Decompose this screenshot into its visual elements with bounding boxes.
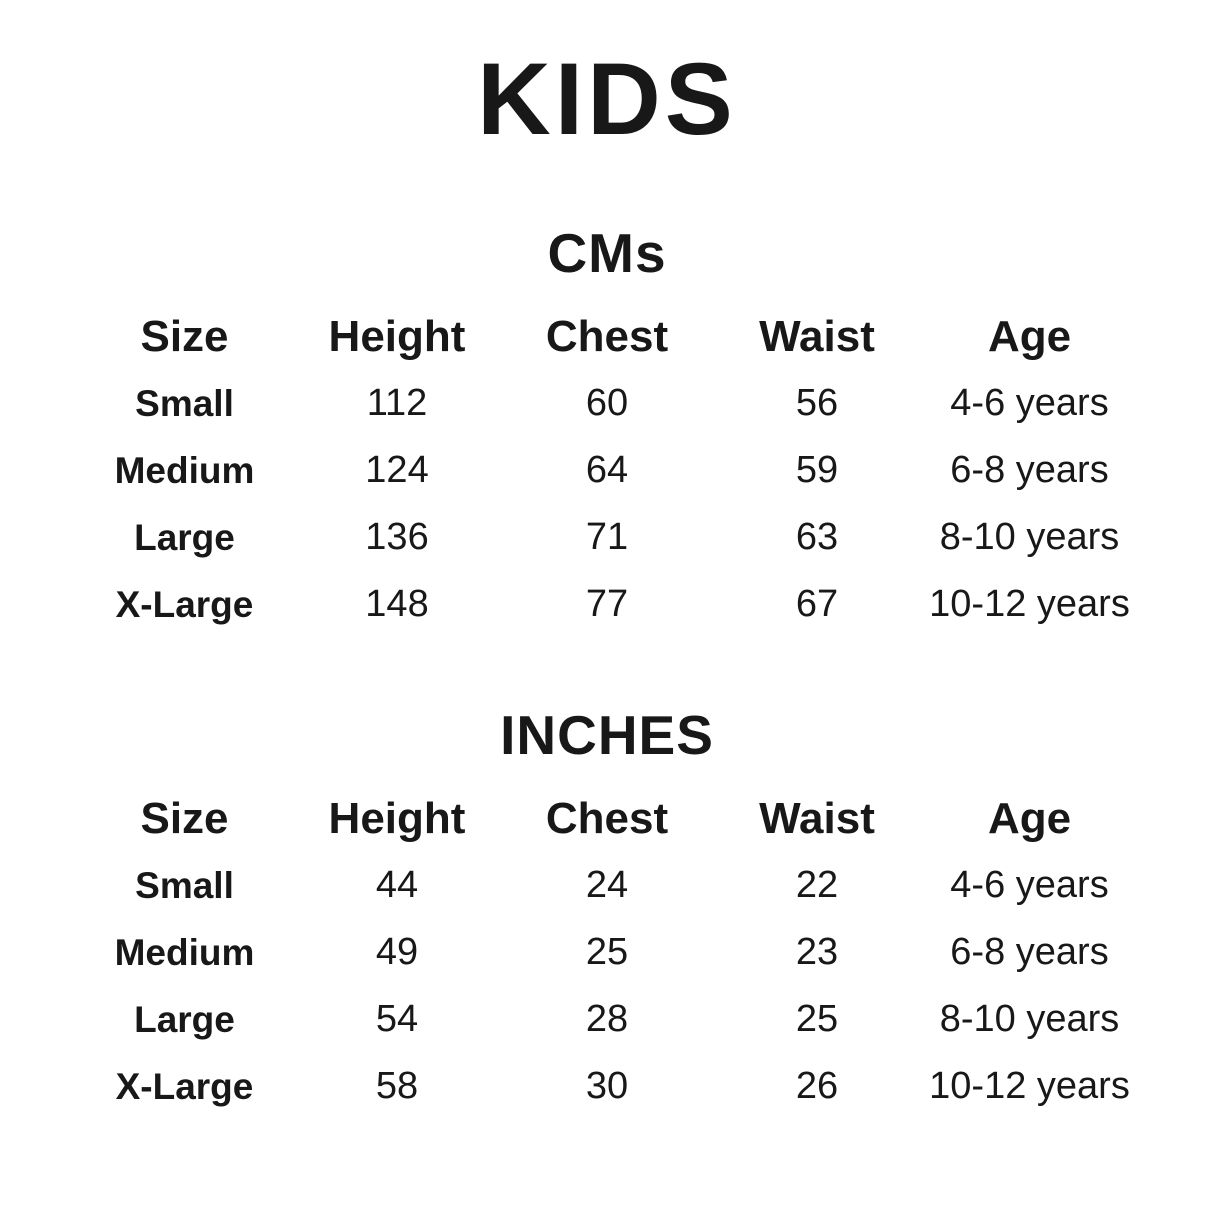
age-cell: 6-8 years xyxy=(950,931,1109,973)
height-cell: 112 xyxy=(366,382,428,424)
size-table-cms: Size Height Chest Waist Age Small 112 60… xyxy=(77,303,1137,638)
size-table-inches: Size Height Chest Waist Age Small 44 24 … xyxy=(77,785,1137,1120)
height-cell: 49 xyxy=(375,931,419,973)
chest-cell: 24 xyxy=(585,864,629,906)
height-cell: 58 xyxy=(375,1065,419,1107)
age-cell: 4-6 years xyxy=(950,864,1109,906)
waist-cell: 22 xyxy=(795,864,839,906)
chest-cell: 28 xyxy=(585,998,629,1040)
height-cell: 148 xyxy=(365,583,429,625)
waist-cell: 67 xyxy=(795,583,839,625)
chest-cell: 77 xyxy=(585,583,629,625)
height-cell: 54 xyxy=(375,998,419,1040)
waist-cell: 23 xyxy=(795,931,839,973)
size-label: Small xyxy=(135,864,234,906)
age-cell: 10-12 years xyxy=(929,583,1130,625)
height-cell: 124 xyxy=(365,449,429,491)
column-header-chest: Chest xyxy=(545,793,669,843)
size-label: Medium xyxy=(114,931,255,973)
size-label: X-Large xyxy=(115,583,254,625)
age-cell: 8-10 years xyxy=(939,516,1120,558)
height-cell: 136 xyxy=(365,516,429,558)
chest-cell: 25 xyxy=(585,931,629,973)
column-header-height: Height xyxy=(328,793,466,843)
size-label: Small xyxy=(135,382,234,424)
age-cell: 4-6 years xyxy=(950,382,1109,424)
age-cell: 10-12 years xyxy=(929,1065,1130,1107)
waist-cell: 56 xyxy=(795,382,839,424)
size-label: Large xyxy=(134,998,235,1040)
waist-cell: 25 xyxy=(795,998,839,1040)
page-title: KIDS xyxy=(477,42,737,156)
column-header-waist: Waist xyxy=(759,311,875,361)
column-header-size: Size xyxy=(140,311,229,361)
size-label: Medium xyxy=(114,449,255,491)
age-cell: 6-8 years xyxy=(950,449,1109,491)
size-label: Large xyxy=(134,516,235,558)
waist-cell: 26 xyxy=(795,1065,839,1107)
column-header-age: Age xyxy=(987,311,1072,361)
waist-cell: 59 xyxy=(795,449,839,491)
chest-cell: 30 xyxy=(585,1065,629,1107)
column-header-size: Size xyxy=(140,793,229,843)
age-cell: 8-10 years xyxy=(939,998,1120,1040)
column-header-chest: Chest xyxy=(545,311,669,361)
column-header-age: Age xyxy=(987,793,1072,843)
chest-cell: 64 xyxy=(585,449,629,491)
chest-cell: 71 xyxy=(585,516,629,558)
chest-cell: 60 xyxy=(585,382,629,424)
waist-cell: 63 xyxy=(795,516,839,558)
column-header-height: Height xyxy=(328,311,466,361)
size-label: X-Large xyxy=(115,1065,254,1107)
section-heading-inches: INCHES xyxy=(500,704,714,766)
height-cell: 44 xyxy=(375,864,419,906)
section-heading-cms: CMs xyxy=(547,222,667,284)
column-header-waist: Waist xyxy=(759,793,875,843)
